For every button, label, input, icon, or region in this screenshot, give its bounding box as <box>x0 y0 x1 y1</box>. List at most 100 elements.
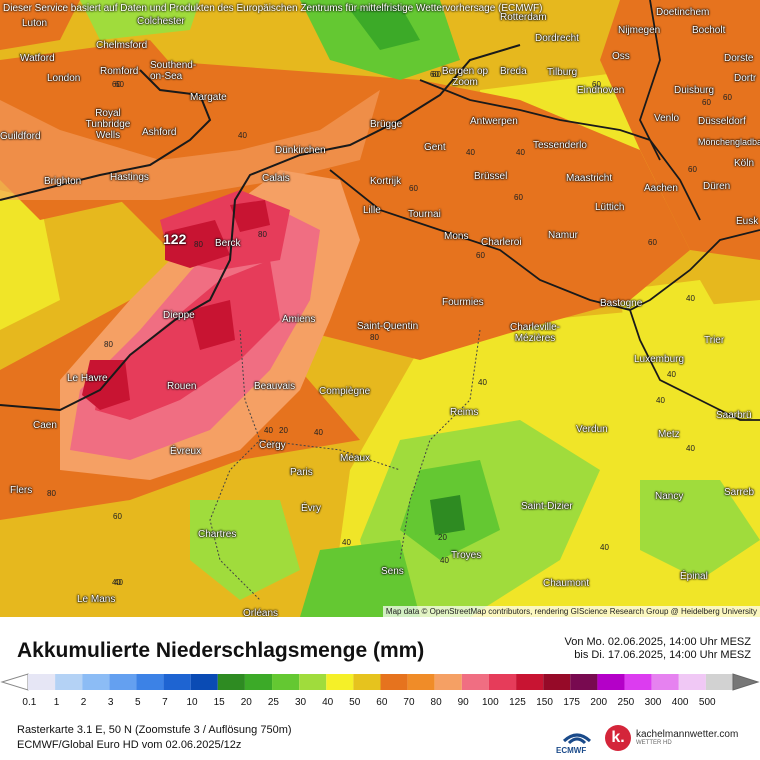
raster-info: Rasterkarte 3.1 E, 50 N (Zoomstufe 3 / A… <box>17 724 292 736</box>
scale-swatch <box>217 674 245 690</box>
city-label: Tessenderlo <box>533 140 587 151</box>
period-to: bis Di. 17.06.2025, 14:00 Uhr MESZ <box>574 649 751 661</box>
city-label: Dorste <box>724 53 754 64</box>
city-label: Meaux <box>340 453 371 464</box>
city-label: Duisburg <box>674 85 715 96</box>
city-label: Beauvais <box>254 381 296 392</box>
contour-label: 60 <box>112 80 121 89</box>
scale-label: 200 <box>590 697 608 708</box>
city-label: Tournai <box>408 209 441 220</box>
contour-label: 40 <box>112 578 121 587</box>
contour-label: 40 <box>314 428 323 437</box>
city-label: Dortr <box>734 73 757 84</box>
scale-label: 7 <box>162 697 168 708</box>
scale-label: 60 <box>376 697 388 708</box>
city-label: Le Mans <box>77 594 116 605</box>
contour-label: 40 <box>656 396 665 405</box>
scale-label: 40 <box>322 697 334 708</box>
period-info: Von Mo. 02.06.2025, 14:00 Uhr MESZ bis D… <box>564 636 751 662</box>
scale-swatch <box>82 674 110 690</box>
scale-label: 20 <box>240 697 252 708</box>
contour-label: 40 <box>600 543 609 552</box>
scale-label: 0.1 <box>22 697 37 708</box>
city-label: Chartres <box>198 529 237 540</box>
scale-swatch <box>244 674 273 690</box>
city-label: Saint-Quentin <box>357 321 419 332</box>
contour-label: 80 <box>258 230 267 239</box>
scale-label: 15 <box>213 697 225 708</box>
map-attribution: Map data © OpenStreetMap contributors, r… <box>382 606 760 617</box>
city-label: Évreux <box>170 446 202 457</box>
scale-swatch <box>28 674 56 690</box>
contour-label: 60 <box>723 93 732 102</box>
city-label: Gent <box>424 142 446 153</box>
contour-label: 40 <box>466 148 475 157</box>
contour-label: 80 <box>370 333 379 342</box>
city-label: Düsseldorf <box>698 116 746 127</box>
city-label: Düren <box>703 181 731 192</box>
scale-label: 5 <box>135 697 141 708</box>
scale-label: 175 <box>563 697 580 708</box>
map-raster <box>0 0 760 617</box>
city-label: Épinal <box>680 571 708 582</box>
contour-label: 40 <box>516 148 525 157</box>
city-label: Hastings <box>110 172 149 183</box>
city-label: Charleroi <box>481 237 522 248</box>
city-label: London <box>47 73 81 84</box>
city-label: Luton <box>22 18 48 29</box>
scale-swatch <box>272 674 300 690</box>
contour-label: 60 <box>476 251 485 260</box>
city-label: Berck <box>215 238 241 249</box>
scale-swatch <box>516 674 544 690</box>
contour-label: 40 <box>114 578 123 587</box>
contour-label: 40 <box>686 444 695 453</box>
city-label: Guildford <box>0 131 41 142</box>
city-label: Mons <box>444 231 469 242</box>
city-label: Antwerpen <box>470 116 518 127</box>
city-label: Sens <box>381 566 404 577</box>
scale-label: 50 <box>349 697 361 708</box>
scale-swatch <box>190 674 218 690</box>
scale-label: 3 <box>107 697 114 708</box>
city-label: Margate <box>190 92 227 103</box>
city-label: Saint-Dizier <box>521 501 573 512</box>
scale-label: 30 <box>294 697 307 708</box>
city-label: Nancy <box>655 491 684 502</box>
scale-swatch <box>488 674 517 690</box>
scale-label: 1 <box>53 697 60 708</box>
scale-swatch <box>651 674 679 690</box>
city-label: Oss <box>612 51 630 62</box>
city-label: Charleville-Mézières <box>509 322 560 344</box>
contour-label: 40 <box>440 556 449 565</box>
contour-label: 60 <box>113 512 122 521</box>
city-label: Aachen <box>644 183 678 194</box>
city-label: Sarreb <box>724 487 755 498</box>
city-label: Royal Tunbridge Wells <box>85 108 131 141</box>
city-label: Paris <box>290 467 313 478</box>
city-label: Colchester <box>137 16 185 27</box>
city-label: Caen <box>33 420 57 431</box>
city-label: Breda <box>500 66 527 77</box>
scale-label: 25 <box>267 697 279 708</box>
city-label: Lille <box>363 205 381 216</box>
scale-label: 70 <box>403 697 415 708</box>
contour-label: 60 <box>432 70 441 79</box>
contour-label: 60 <box>648 238 657 247</box>
scale-swatch <box>163 674 191 690</box>
city-label: Dünkirchen <box>275 145 326 156</box>
city-label: Romford <box>100 66 139 77</box>
city-label: Chelmsford <box>96 40 148 51</box>
contour-label: 80 <box>47 489 56 498</box>
scale-label: 250 <box>617 697 635 708</box>
city-label: Flers <box>10 485 33 496</box>
brand-subtitle: WETTER HD <box>636 740 672 746</box>
city-label: Fourmies <box>442 297 484 308</box>
contour-label: 40 <box>264 426 273 435</box>
city-label: Dordrecht <box>535 33 579 44</box>
scale-swatch <box>380 674 408 690</box>
period-from: Von Mo. 02.06.2025, 14:00 Uhr MESZ <box>564 636 751 648</box>
contour-label: 80 <box>104 340 113 349</box>
contour-label: 60 <box>409 184 418 193</box>
city-label: Dieppe <box>163 310 195 321</box>
city-label: Calais <box>262 173 290 184</box>
